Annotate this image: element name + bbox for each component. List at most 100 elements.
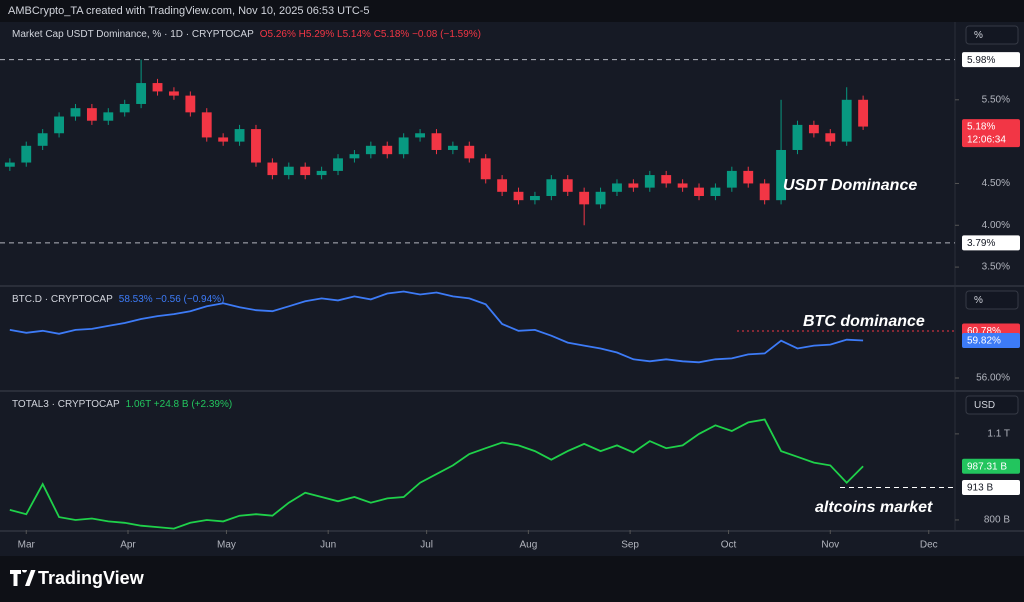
last-price-label: 59.82% xyxy=(967,336,1001,347)
candle-body xyxy=(677,183,688,188)
candle-body xyxy=(365,145,376,155)
y-tick-label: 3.50% xyxy=(982,262,1010,273)
candle-body xyxy=(776,149,786,201)
legend: BTC.D · CRYPTOCAP 58.53% −0.56 (−0.94%) xyxy=(12,294,224,305)
candle-body xyxy=(201,112,212,138)
candle-body xyxy=(546,179,557,196)
y-tick-label: 4.50% xyxy=(982,178,1010,189)
legend-name: TOTAL3 · CRYPTOCAP xyxy=(12,399,120,410)
unit-box xyxy=(965,25,1019,45)
pane xyxy=(9,418,864,530)
candle-body xyxy=(808,124,819,134)
level-label: 5.98% xyxy=(967,55,995,66)
x-tick-label: Mar xyxy=(18,540,36,551)
candle-body xyxy=(415,133,425,138)
candle-body xyxy=(628,183,639,188)
candle-body xyxy=(612,183,622,192)
candle-body xyxy=(497,179,508,192)
footer: TradingView xyxy=(0,556,1024,602)
y-tick-label: 56.00% xyxy=(976,373,1010,384)
x-tick-label: Oct xyxy=(721,540,737,551)
candle-body xyxy=(431,133,442,150)
level-label-box xyxy=(962,480,1020,496)
level-label: 60.78% xyxy=(967,326,1001,337)
chart-background xyxy=(0,22,1024,556)
candle-body xyxy=(251,129,261,163)
y-tick-label: 1.1 T xyxy=(987,429,1010,440)
candle-body xyxy=(710,187,721,196)
pane xyxy=(4,59,869,226)
candle-body xyxy=(136,83,147,104)
last-price-label: 987.31 B xyxy=(967,461,1007,472)
candle-body xyxy=(464,145,475,159)
unit-label: USD xyxy=(974,400,995,411)
candle-body xyxy=(743,170,754,184)
candle-body xyxy=(283,166,294,176)
top-bar: AMBCrypto_TA created with TradingView.co… xyxy=(0,0,1024,22)
candle-body xyxy=(333,158,343,171)
x-tick-label: Nov xyxy=(821,540,839,551)
header-text: AMBCrypto_TA created with TradingView.co… xyxy=(8,5,370,17)
candle-body xyxy=(562,179,573,192)
level-label-box xyxy=(962,235,1020,251)
series-line xyxy=(9,418,864,530)
candle-body xyxy=(4,162,15,167)
legend: TOTAL3 · CRYPTOCAP 1.06T +24.8 B (+2.39%) xyxy=(12,399,232,410)
candle-body xyxy=(841,99,852,142)
unit-label: % xyxy=(974,295,983,306)
candle-body xyxy=(382,145,393,155)
candle-body xyxy=(37,133,48,146)
candle-body xyxy=(234,129,245,142)
unit-label: % xyxy=(974,30,983,41)
candle-body xyxy=(152,83,163,92)
candle-body xyxy=(21,145,32,163)
candle-body xyxy=(661,175,672,184)
unit-box xyxy=(965,290,1019,310)
legend: Market Cap USDT Dominance, % · 1D · CRYP… xyxy=(12,29,481,40)
legend-stats: 1.06T +24.8 B (+2.39%) xyxy=(126,399,233,410)
candle-body xyxy=(759,183,770,201)
candle-body xyxy=(792,124,803,150)
brand: TradingView xyxy=(38,568,144,588)
series-line xyxy=(9,290,864,364)
last-price-box xyxy=(962,119,1020,148)
chart: 5.50% 4.50% 4.00% 3.50%% Market Cap USDT Dom… xyxy=(0,22,1024,556)
candle-body xyxy=(694,187,704,196)
x-tick-label: May xyxy=(217,540,236,551)
legend-name: Market Cap USDT Dominance, % · 1D · CRYP… xyxy=(12,29,254,40)
candle-body xyxy=(185,95,196,113)
candle-body xyxy=(70,108,81,117)
candle-body xyxy=(103,112,114,121)
candle-body xyxy=(300,166,311,176)
x-tick-label: Jul xyxy=(420,540,433,551)
legend-stats: O5.26% H5.29% L5.14% C5.18% −0.08 (−1.59… xyxy=(260,29,481,40)
candle-body xyxy=(825,133,836,142)
countdown: 12:06:34 xyxy=(967,135,1006,146)
x-tick-label: Aug xyxy=(519,540,537,551)
candle-body xyxy=(398,137,409,155)
candle-body xyxy=(447,145,458,150)
x-tick-label: Dec xyxy=(920,540,938,551)
annotation: altcoins market xyxy=(815,499,933,516)
candle-body xyxy=(644,175,655,188)
candle-body xyxy=(218,137,229,142)
level-label: 913 B xyxy=(967,483,993,494)
last-price-box xyxy=(962,458,1020,474)
level-label: 3.79% xyxy=(967,238,995,249)
candle-body xyxy=(726,170,737,188)
x-tick-label: Apr xyxy=(120,540,136,551)
annotation: BTC dominance xyxy=(803,313,925,330)
candle-body xyxy=(54,116,64,134)
candle-body xyxy=(513,191,524,201)
brand-logo xyxy=(10,570,36,586)
annotation: USDT Dominance xyxy=(783,177,917,194)
candle-body xyxy=(595,191,606,205)
last-price-label: 5.18% xyxy=(967,122,995,133)
y-tick-label: 5.50% xyxy=(982,94,1010,105)
candle-body xyxy=(579,191,590,205)
candle-body xyxy=(480,158,491,180)
legend-stats: 58.53% −0.56 (−0.94%) xyxy=(119,294,225,305)
unit-box xyxy=(965,395,1019,415)
candle-body xyxy=(858,99,869,127)
